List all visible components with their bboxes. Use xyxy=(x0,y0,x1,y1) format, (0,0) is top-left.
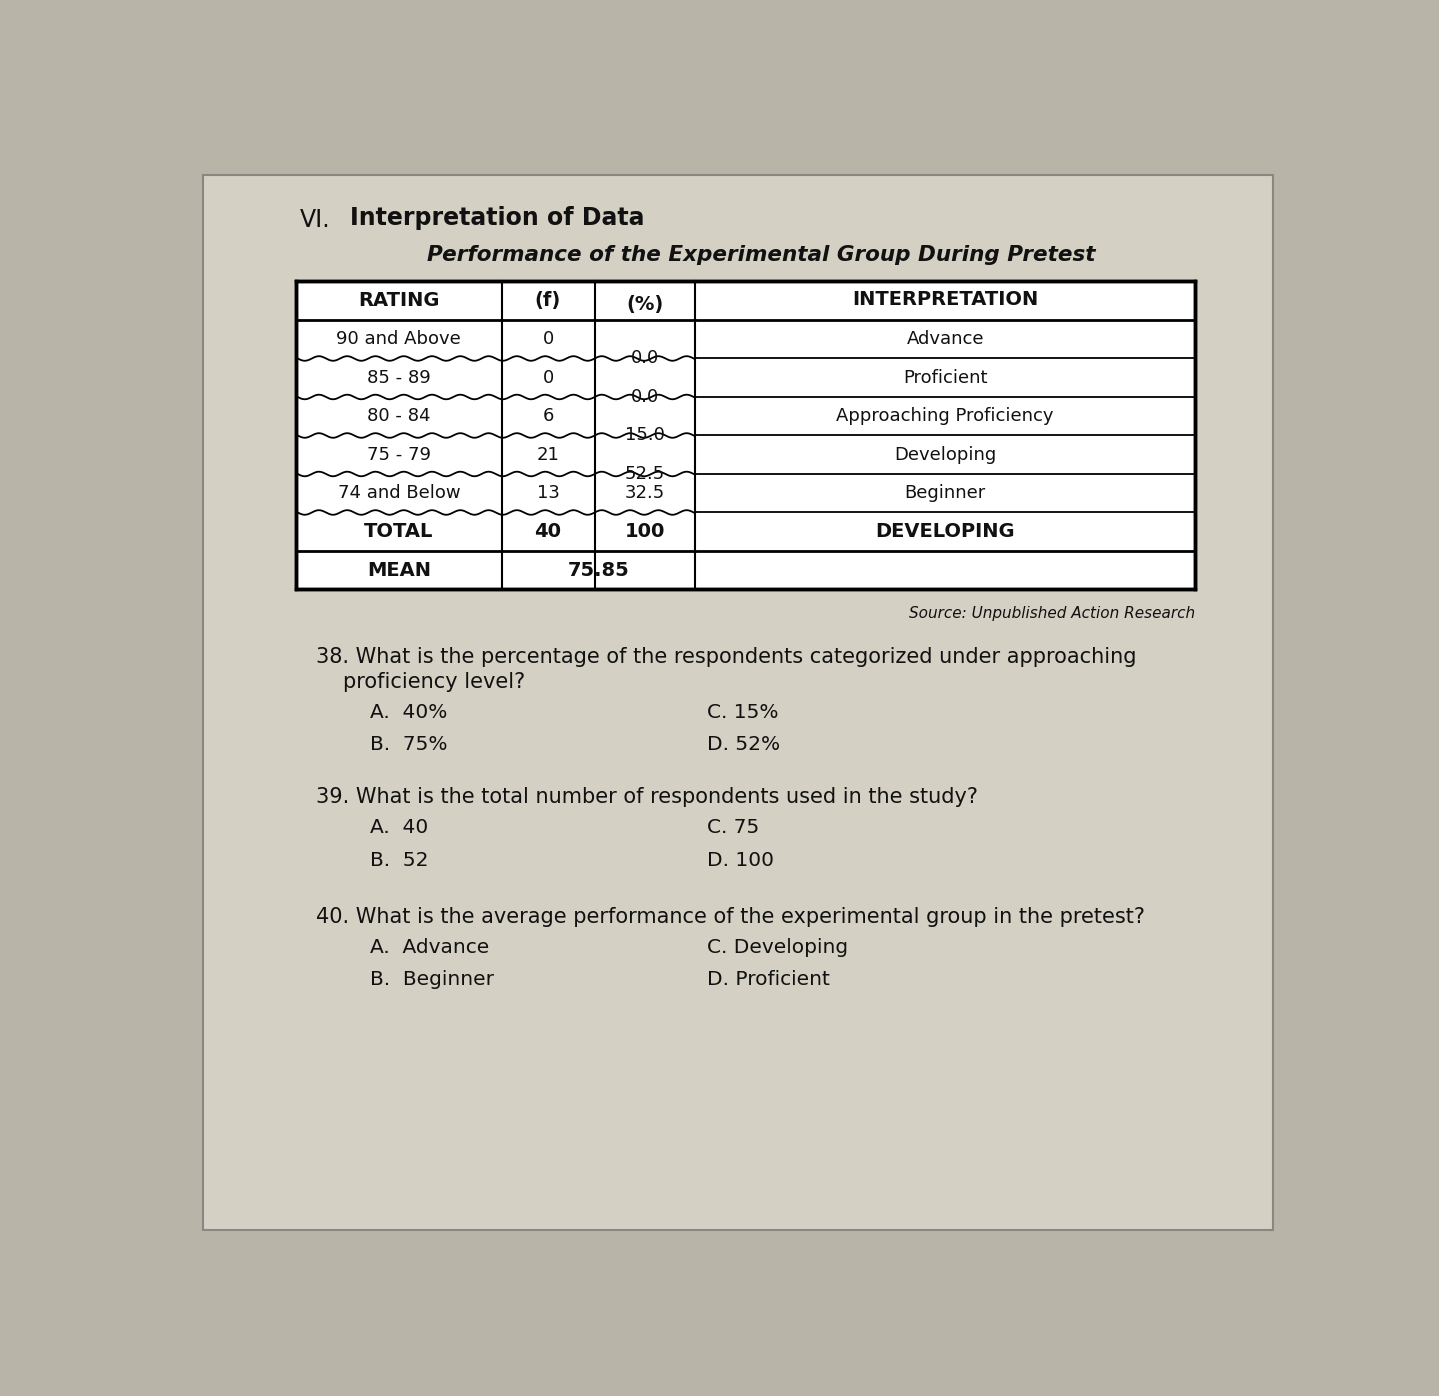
Text: 6: 6 xyxy=(543,408,554,426)
Text: 39. What is the total number of respondents used in the study?: 39. What is the total number of responde… xyxy=(315,787,977,807)
Text: A.  40: A. 40 xyxy=(370,818,427,838)
Text: 32.5: 32.5 xyxy=(625,484,665,503)
Text: C. 75: C. 75 xyxy=(707,818,760,838)
Text: 15.0: 15.0 xyxy=(625,427,665,444)
Text: D. 52%: D. 52% xyxy=(707,736,780,754)
Text: Approaching Proficiency: Approaching Proficiency xyxy=(836,408,1053,426)
Text: Developing: Developing xyxy=(894,445,996,463)
Text: 75 - 79: 75 - 79 xyxy=(367,445,430,463)
Text: DEVELOPING: DEVELOPING xyxy=(875,522,1014,542)
Text: 85 - 89: 85 - 89 xyxy=(367,369,430,387)
Text: B.  75%: B. 75% xyxy=(370,736,448,754)
Text: 52.5: 52.5 xyxy=(625,465,665,483)
Text: C. 15%: C. 15% xyxy=(707,702,778,722)
Text: A.  Advance: A. Advance xyxy=(370,938,489,956)
Text: MEAN: MEAN xyxy=(367,561,430,579)
Text: Source: Unpublished Action Research: Source: Unpublished Action Research xyxy=(909,606,1196,621)
Text: 40. What is the average performance of the experimental group in the pretest?: 40. What is the average performance of t… xyxy=(315,907,1144,927)
Text: TOTAL: TOTAL xyxy=(364,522,433,542)
Text: 13: 13 xyxy=(537,484,560,503)
Text: 0: 0 xyxy=(543,369,554,387)
Text: 0.0: 0.0 xyxy=(630,349,659,367)
Text: Advance: Advance xyxy=(907,331,984,348)
Text: A.  40%: A. 40% xyxy=(370,702,448,722)
Text: (f): (f) xyxy=(535,292,561,310)
Text: D. Proficient: D. Proficient xyxy=(707,970,830,988)
Text: Beginner: Beginner xyxy=(905,484,986,503)
Text: 0: 0 xyxy=(543,331,554,348)
Text: RATING: RATING xyxy=(358,292,439,310)
Text: B.  Beginner: B. Beginner xyxy=(370,970,494,988)
Text: VI.: VI. xyxy=(299,208,331,232)
Text: C. Developing: C. Developing xyxy=(707,938,848,956)
Text: Proficient: Proficient xyxy=(902,369,987,387)
Bar xyxy=(296,282,1196,589)
Text: INTERPRETATION: INTERPRETATION xyxy=(852,290,1039,309)
Text: 38. What is the percentage of the respondents categorized under approaching: 38. What is the percentage of the respon… xyxy=(315,648,1135,667)
Text: (%): (%) xyxy=(626,295,663,314)
Text: Performance of the Experimental Group During Pretest: Performance of the Experimental Group Du… xyxy=(427,244,1095,264)
Text: 100: 100 xyxy=(625,522,665,542)
Text: 80 - 84: 80 - 84 xyxy=(367,408,430,426)
Text: 21: 21 xyxy=(537,445,560,463)
Text: 74 and Below: 74 and Below xyxy=(338,484,460,503)
Text: B.  52: B. 52 xyxy=(370,850,429,870)
Text: 0.0: 0.0 xyxy=(630,388,659,406)
Text: Interpretation of Data: Interpretation of Data xyxy=(350,207,645,230)
Text: proficiency level?: proficiency level? xyxy=(342,671,525,692)
Text: 40: 40 xyxy=(534,522,561,542)
Text: D. 100: D. 100 xyxy=(707,850,774,870)
Text: 75.85: 75.85 xyxy=(567,561,629,579)
Text: 90 and Above: 90 and Above xyxy=(337,331,460,348)
